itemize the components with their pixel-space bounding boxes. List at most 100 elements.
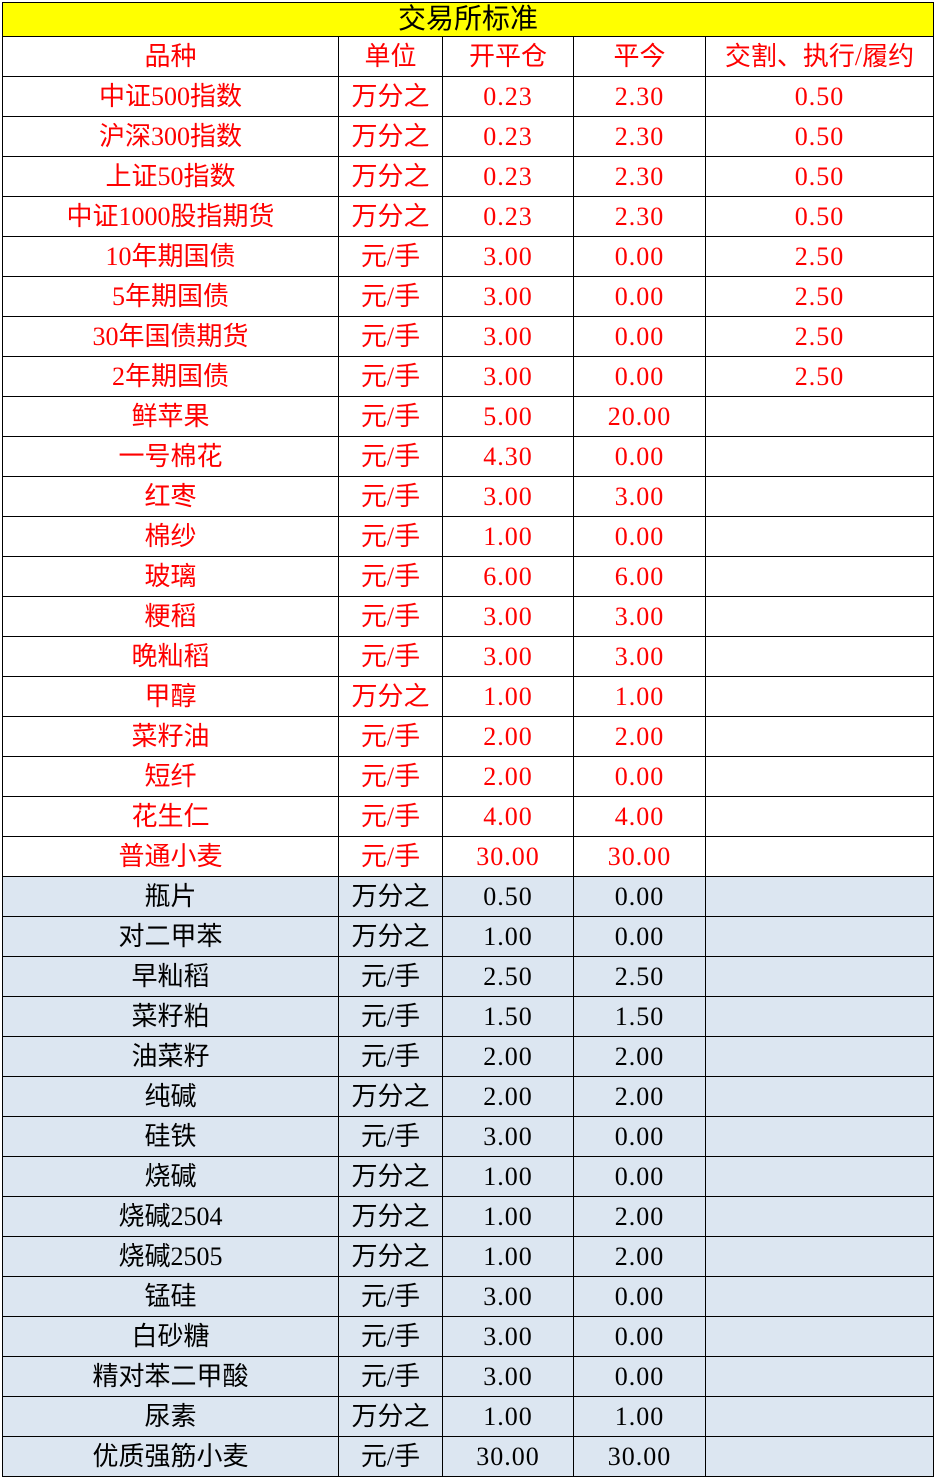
cell-unit: 元/手 bbox=[338, 1036, 443, 1077]
cell-variety: 红枣 bbox=[2, 476, 339, 517]
table-row: 白砂糖 元/手 3.00 0.00 bbox=[2, 1316, 934, 1357]
cell-unit: 万分之 bbox=[338, 876, 443, 917]
cell-variety: 白砂糖 bbox=[2, 1316, 339, 1357]
cell-delivery: 2.50 bbox=[705, 356, 934, 397]
cell-unit: 元/手 bbox=[338, 1356, 443, 1397]
cell-open-close: 3.00 bbox=[442, 1356, 574, 1397]
cell-variety: 精对苯二甲酸 bbox=[2, 1356, 339, 1397]
table-row: 红枣 元/手 3.00 3.00 bbox=[2, 476, 934, 517]
cell-close-today: 4.00 bbox=[573, 796, 706, 837]
cell-variety: 锰硅 bbox=[2, 1276, 339, 1317]
cell-unit: 元/手 bbox=[338, 836, 443, 877]
cell-close-today: 0.00 bbox=[573, 1356, 706, 1397]
cell-unit: 元/手 bbox=[338, 1316, 443, 1357]
table-row: 中证1000股指期货 万分之 0.23 2.30 0.50 bbox=[2, 196, 934, 237]
cell-variety: 烧碱 bbox=[2, 1156, 339, 1197]
table-row: 硅铁 元/手 3.00 0.00 bbox=[2, 1116, 934, 1157]
table-row: 短纤 元/手 2.00 0.00 bbox=[2, 756, 934, 797]
cell-unit: 元/手 bbox=[338, 556, 443, 597]
cell-unit: 元/手 bbox=[338, 756, 443, 797]
table-row: 菜籽粕 元/手 1.50 1.50 bbox=[2, 996, 934, 1037]
cell-delivery: 2.50 bbox=[705, 316, 934, 357]
cell-variety: 纯碱 bbox=[2, 1076, 339, 1117]
cell-close-today: 20.00 bbox=[573, 396, 706, 437]
table-row: 晚籼稻 元/手 3.00 3.00 bbox=[2, 636, 934, 677]
cell-unit: 元/手 bbox=[338, 1276, 443, 1317]
cell-variety: 尿素 bbox=[2, 1396, 339, 1437]
table-row: 棉纱 元/手 1.00 0.00 bbox=[2, 516, 934, 557]
table-row: 甲醇 万分之 1.00 1.00 bbox=[2, 676, 934, 717]
cell-delivery bbox=[705, 996, 934, 1037]
cell-variety: 30年国债期货 bbox=[2, 316, 339, 357]
cell-unit: 元/手 bbox=[338, 1436, 443, 1477]
cell-close-today: 30.00 bbox=[573, 836, 706, 877]
cell-open-close: 3.00 bbox=[442, 1316, 574, 1357]
table-row: 优质强筋小麦 元/手 30.00 30.00 bbox=[2, 1436, 934, 1477]
cell-delivery bbox=[705, 916, 934, 957]
table-row: 粳稻 元/手 3.00 3.00 bbox=[2, 596, 934, 637]
cell-close-today: 2.30 bbox=[573, 76, 706, 117]
cell-delivery bbox=[705, 1436, 934, 1477]
cell-open-close: 2.00 bbox=[442, 1076, 574, 1117]
cell-delivery bbox=[705, 836, 934, 877]
table-row: 对二甲苯 万分之 1.00 0.00 bbox=[2, 916, 934, 957]
cell-open-close: 3.00 bbox=[442, 276, 574, 317]
cell-delivery: 0.50 bbox=[705, 156, 934, 197]
cell-variety: 棉纱 bbox=[2, 516, 339, 557]
table-row: 2年期国债 元/手 3.00 0.00 2.50 bbox=[2, 356, 934, 397]
col-header-variety: 品种 bbox=[2, 36, 339, 77]
cell-open-close: 1.00 bbox=[442, 1196, 574, 1237]
cell-unit: 元/手 bbox=[338, 956, 443, 997]
cell-delivery: 0.50 bbox=[705, 76, 934, 117]
cell-unit: 元/手 bbox=[338, 436, 443, 477]
cell-delivery bbox=[705, 596, 934, 637]
cell-close-today: 3.00 bbox=[573, 596, 706, 637]
cell-close-today: 0.00 bbox=[573, 876, 706, 917]
cell-close-today: 0.00 bbox=[573, 276, 706, 317]
col-header-unit: 单位 bbox=[338, 36, 443, 77]
cell-close-today: 0.00 bbox=[573, 756, 706, 797]
cell-unit: 元/手 bbox=[338, 1116, 443, 1157]
cell-delivery: 0.50 bbox=[705, 196, 934, 237]
cell-unit: 万分之 bbox=[338, 916, 443, 957]
cell-variety: 硅铁 bbox=[2, 1116, 339, 1157]
cell-open-close: 0.23 bbox=[442, 76, 574, 117]
table-row: 花生仁 元/手 4.00 4.00 bbox=[2, 796, 934, 837]
cell-close-today: 0.00 bbox=[573, 1156, 706, 1197]
cell-delivery: 0.50 bbox=[705, 116, 934, 157]
cell-close-today: 0.00 bbox=[573, 316, 706, 357]
table-row: 中证500指数 万分之 0.23 2.30 0.50 bbox=[2, 76, 934, 117]
cell-open-close: 1.50 bbox=[442, 996, 574, 1037]
cell-close-today: 1.50 bbox=[573, 996, 706, 1037]
table-row: 烧碱2504 万分之 1.00 2.00 bbox=[2, 1196, 934, 1237]
cell-close-today: 1.00 bbox=[573, 1396, 706, 1437]
cell-delivery bbox=[705, 676, 934, 717]
cell-open-close: 30.00 bbox=[442, 1436, 574, 1477]
cell-open-close: 3.00 bbox=[442, 316, 574, 357]
cell-open-close: 3.00 bbox=[442, 596, 574, 637]
col-header-close-today: 平今 bbox=[573, 36, 706, 77]
cell-variety: 普通小麦 bbox=[2, 836, 339, 877]
cell-open-close: 3.00 bbox=[442, 1116, 574, 1157]
table-row: 油菜籽 元/手 2.00 2.00 bbox=[2, 1036, 934, 1077]
table-row: 普通小麦 元/手 30.00 30.00 bbox=[2, 836, 934, 877]
table-row: 鲜苹果 元/手 5.00 20.00 bbox=[2, 396, 934, 437]
cell-delivery: 2.50 bbox=[705, 236, 934, 277]
table-row: 烧碱2505 万分之 1.00 2.00 bbox=[2, 1236, 934, 1277]
cell-delivery bbox=[705, 1196, 934, 1237]
cell-close-today: 2.50 bbox=[573, 956, 706, 997]
cell-unit: 元/手 bbox=[338, 476, 443, 517]
cell-unit: 元/手 bbox=[338, 516, 443, 557]
cell-close-today: 2.00 bbox=[573, 1236, 706, 1277]
cell-variety: 玻璃 bbox=[2, 556, 339, 597]
table-row: 纯碱 万分之 2.00 2.00 bbox=[2, 1076, 934, 1117]
cell-open-close: 2.00 bbox=[442, 756, 574, 797]
cell-variety: 对二甲苯 bbox=[2, 916, 339, 957]
table-row: 瓶片 万分之 0.50 0.00 bbox=[2, 876, 934, 917]
cell-unit: 万分之 bbox=[338, 116, 443, 157]
cell-unit: 元/手 bbox=[338, 396, 443, 437]
cell-close-today: 0.00 bbox=[573, 916, 706, 957]
cell-open-close: 2.00 bbox=[442, 1036, 574, 1077]
